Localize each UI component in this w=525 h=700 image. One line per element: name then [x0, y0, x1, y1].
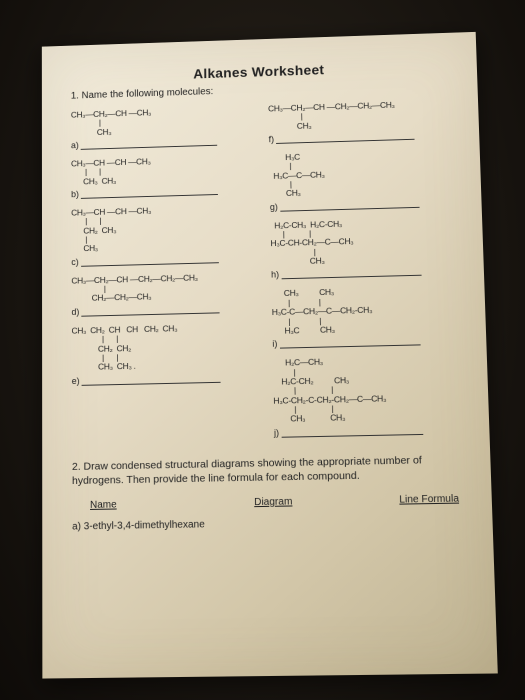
answer-blank	[281, 423, 423, 437]
item-letter: d)	[71, 307, 79, 317]
item-letter: e)	[72, 375, 80, 385]
molecule-columns: CH₃—CH₂—CH —CH₃ | CH₃ a) CH₃—CH —CH —CH₃…	[71, 99, 461, 441]
item-letter: h)	[271, 270, 279, 280]
molecule-block: H₂C-CH₃ H₂C-CH₃ | | H₃C-CH-CH₂—C—CH₃ | C…	[270, 216, 456, 280]
molecule-block: CH₃—CH —CH —CH₃ | | CH₃ CH₃ b)	[71, 154, 252, 199]
answer-blank	[81, 252, 219, 266]
molecule-formula: CH₃ CH₂ CH CH CH₂ CH₃ | | CH₂ CH₂ | | CH…	[72, 322, 255, 372]
header-formula: Line Formula	[335, 493, 463, 506]
table-header-row: Name Diagram Line Formula	[72, 493, 463, 511]
left-column: CH₃—CH₂—CH —CH₃ | CH₃ a) CH₃—CH —CH —CH₃…	[71, 105, 256, 441]
item-letter: g)	[270, 202, 278, 212]
molecule-formula: H₂C-CH₃ H₂C-CH₃ | | H₃C-CH-CH₂—C—CH₃ | C…	[270, 216, 455, 267]
answer-row: i)	[272, 334, 458, 349]
answer-blank	[276, 129, 415, 144]
answer-row: h)	[271, 264, 456, 280]
answer-blank	[81, 135, 218, 150]
answer-row: e)	[72, 371, 255, 386]
compound-a: a) 3-ethyl-3,4-dimethylhexane	[72, 515, 464, 533]
item-letter: a)	[71, 140, 79, 150]
answer-blank	[280, 197, 419, 212]
item-letter: b)	[71, 189, 79, 199]
molecule-formula: H₂C—CH₃ | H₂C-CH₂ CH₃ | | H₃C-CH₂-C-CH₂-…	[273, 355, 461, 425]
molecule-block: CH₃—CH₂—CH —CH₂—CH₂—CH₃ | CH₃ f)	[268, 99, 451, 144]
answer-blank	[281, 265, 421, 279]
molecule-block: H₃C | H₃C—C—CH₃ | CH₃ g)	[269, 148, 454, 211]
molecule-formula: CH₃ CH₃ | | H₃C-C—CH₂—C—CH₂-CH₃ | | H₃C …	[271, 285, 457, 336]
item-letter: c)	[71, 257, 78, 267]
molecule-formula: CH₃—CH₂—CH —CH₃ | CH₃	[71, 105, 251, 137]
answer-row: d)	[71, 301, 253, 316]
question-2-prompt: 2. Draw condensed structural diagrams sh…	[72, 452, 463, 488]
molecule-formula: CH₃—CH —CH —CH₃ | | CH₃ CH₃	[71, 154, 252, 186]
molecule-formula: CH₃—CH₂—CH —CH₂—CH₂—CH₃ | CH₃	[268, 99, 451, 132]
molecule-block: CH₃ CH₃ | | H₃C-C—CH₂—C—CH₂-CH₃ | | H₃C …	[271, 285, 458, 349]
header-name: Name	[72, 498, 212, 512]
molecule-block: CH₃—CH₂—CH —CH₂—CH₂—CH₃ | CH₂—CH₂—CH₃ d)	[71, 272, 254, 317]
answer-blank	[279, 335, 420, 349]
molecule-block: H₂C—CH₃ | H₂C-CH₂ CH₃ | | H₃C-CH₂-C-CH₂-…	[273, 355, 461, 438]
worksheet-paper: Alkanes Worksheet 1. Name the following …	[42, 32, 498, 679]
item-letter: f)	[269, 134, 275, 144]
molecule-block: CH₃ CH₂ CH CH CH₂ CH₃ | | CH₂ CH₂ | | CH…	[72, 322, 256, 385]
molecule-formula: CH₃—CH —CH —CH₃ | | CH₂ CH₃ | CH₃	[71, 204, 253, 254]
answer-row: c)	[71, 251, 253, 267]
molecule-block: CH₃—CH —CH —CH₃ | | CH₂ CH₃ | CH₃ c)	[71, 204, 253, 267]
answer-blank	[82, 371, 221, 385]
molecule-formula: CH₃—CH₂—CH —CH₂—CH₂—CH₃ | CH₂—CH₂—CH₃	[71, 272, 253, 304]
answer-blank	[81, 184, 218, 199]
header-diagram: Diagram	[212, 495, 335, 508]
molecule-block: CH₃—CH₂—CH —CH₃ | CH₃ a)	[71, 105, 251, 150]
item-letter: j)	[274, 427, 279, 437]
molecule-formula: H₃C | H₃C—C—CH₃ | CH₃	[269, 148, 453, 199]
item-letter: i)	[272, 339, 277, 349]
answer-row: j)	[274, 423, 461, 438]
answer-blank	[81, 302, 219, 316]
right-column: CH₃—CH₂—CH —CH₂—CH₂—CH₃ | CH₃ f) H₃C | H…	[268, 99, 461, 437]
photo-background: Alkanes Worksheet 1. Name the following …	[0, 0, 525, 700]
